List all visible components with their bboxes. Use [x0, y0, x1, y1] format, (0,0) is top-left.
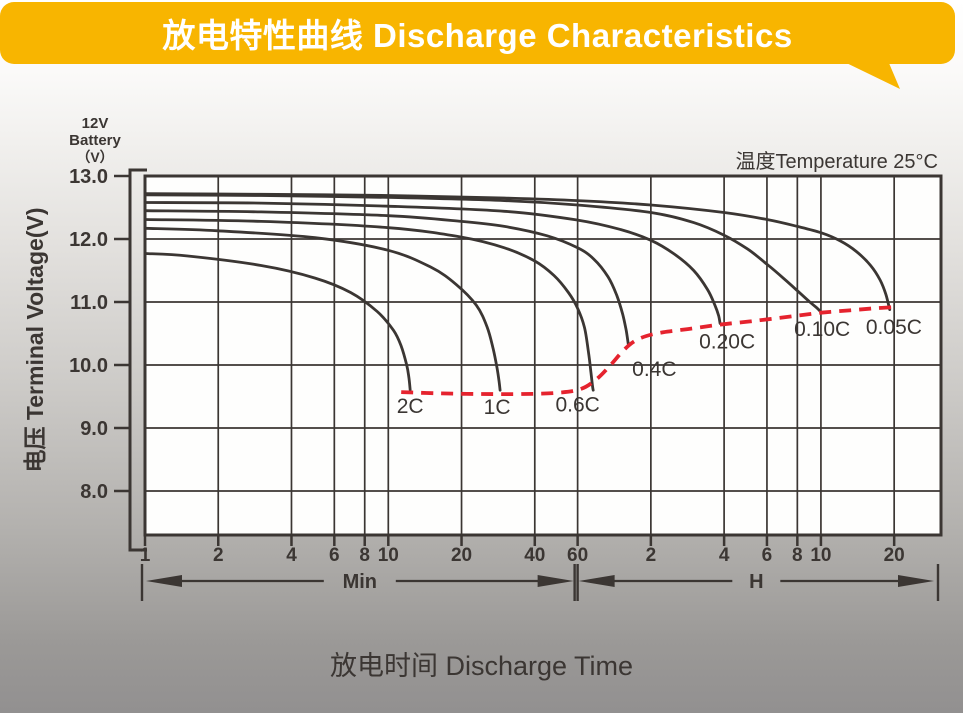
curve-0.6C [143, 218, 595, 392]
y-tick-label-10.0: 10.0 [69, 355, 108, 377]
x-tick-label-8: 8 [792, 545, 803, 566]
curve-label-0.20C: 0.20C [699, 331, 755, 354]
y-tick-label-11.0: 11.0 [70, 292, 108, 314]
battery-type-line2: Battery [69, 132, 121, 149]
plot-border [143, 174, 943, 537]
arrowhead-H-right [898, 575, 934, 587]
panel-title: 放电特性曲线 Discharge Characteristics [162, 17, 793, 54]
y-tick-label-12.0: 12.0 [69, 229, 108, 251]
unit-label-Min: Min [343, 571, 377, 593]
battery-unit: （V） [76, 149, 114, 165]
x-axis-title: 放电时间 Discharge Time [329, 651, 634, 681]
x-tick-label-60: 60 [567, 545, 588, 566]
x-tick-label-2: 2 [646, 545, 657, 566]
unit-label-H: H [749, 571, 763, 593]
x-tick-label-6: 6 [762, 545, 773, 566]
title-banner: 放电特性曲线 Discharge Characteristics [0, 2, 955, 64]
curve-label-0.10C: 0.10C [794, 318, 850, 341]
x-tick-label-20: 20 [451, 545, 472, 566]
y-tick-label-8.0: 8.0 [80, 481, 108, 503]
curve-0.10C [143, 193, 823, 314]
x-tick-label-4: 4 [286, 545, 297, 566]
battery-type-label: 12V Battery （V） [53, 115, 137, 166]
x-tick-label-2: 2 [213, 545, 224, 566]
x-tick-label-10: 10 [378, 545, 399, 566]
curve-1C [143, 226, 502, 392]
x-tick-label-40: 40 [524, 545, 545, 566]
curve-label-1C: 1C [484, 396, 511, 419]
battery-type-line1: 12V [81, 115, 109, 132]
cutoff-line [401, 305, 897, 397]
curve-label-0.05C: 0.05C [866, 316, 922, 339]
curve-0.05C [143, 192, 892, 311]
curve-label-0.4C: 0.4C [632, 358, 676, 381]
arrowhead-Min-left [146, 575, 182, 587]
curve-label-2C: 2C [397, 395, 424, 418]
y-tick-label-9.0: 9.0 [80, 418, 108, 440]
x-tick-label-1: 1 [140, 545, 151, 566]
y-axis-bracket [128, 168, 147, 552]
x-tick-label-10: 10 [810, 545, 831, 566]
curve-0.20C [143, 201, 722, 325]
arrowhead-H-left [578, 575, 615, 587]
banner-tail [832, 56, 900, 89]
x-tick-label-8: 8 [359, 545, 370, 566]
y-tick-label-13.0: 13.0 [69, 166, 108, 188]
curve-0.4C [143, 209, 630, 347]
x-tick-label-20: 20 [884, 545, 905, 566]
x-tick-label-4: 4 [719, 545, 730, 566]
y-axis-title: 电压 Terminal Voltage(V) [22, 207, 48, 473]
curve-label-0.6C: 0.6C [555, 394, 599, 417]
temperature-note: 温度Temperature 25°C [735, 151, 938, 173]
arrowhead-Min-right [537, 575, 574, 587]
curve-2C [143, 252, 412, 392]
x-tick-label-6: 6 [329, 545, 340, 566]
